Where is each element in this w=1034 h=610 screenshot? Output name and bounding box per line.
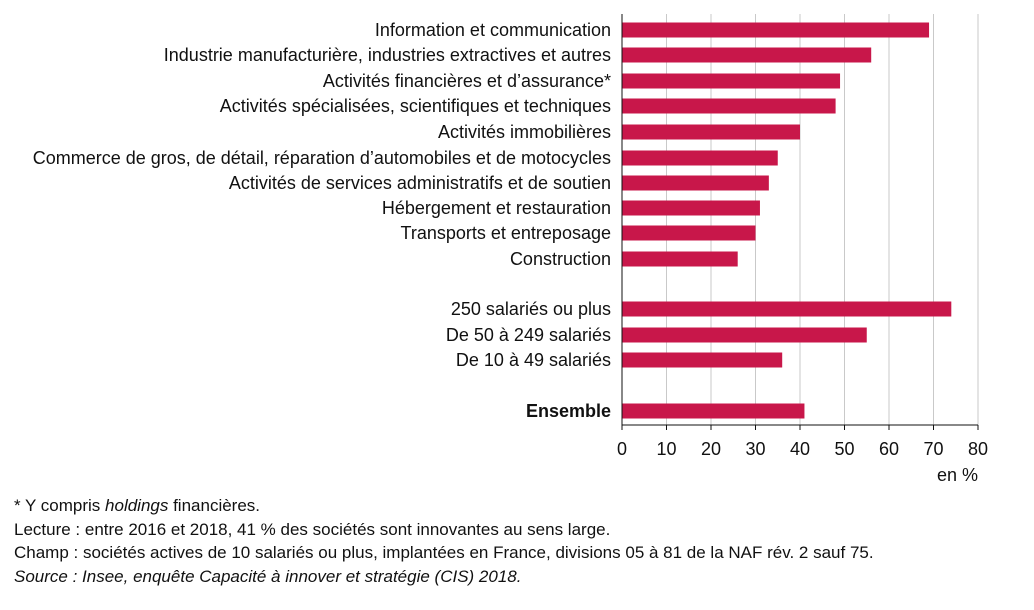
category-label-2: Activités financières et d’assurance*: [323, 71, 611, 91]
bar-12: [622, 352, 783, 368]
category-label-5: Commerce de gros, de détail, réparation …: [33, 148, 611, 168]
x-tick-label-0: 0: [617, 439, 627, 459]
category-label-0: Information et communication: [375, 20, 611, 40]
x-tick-label-40: 40: [790, 439, 810, 459]
x-tick-label-50: 50: [834, 439, 854, 459]
bar-13: [622, 403, 805, 419]
champ-note: Champ : sociétés actives de 10 salariés …: [14, 543, 874, 562]
category-label-8: Transports et entreposage: [401, 223, 611, 243]
x-tick-label-80: 80: [968, 439, 988, 459]
bar-10: [622, 301, 952, 317]
chart-notes: * Y compris holdings financières. Lectur…: [14, 494, 874, 588]
footnote-italic: holdings: [105, 496, 169, 515]
x-tick-label-70: 70: [923, 439, 943, 459]
x-tick-label-30: 30: [745, 439, 765, 459]
x-tick-label-20: 20: [701, 439, 721, 459]
bar-3: [622, 98, 836, 114]
category-label-6: Activités de services administratifs et …: [229, 173, 611, 193]
bar-5: [622, 150, 778, 166]
bar-4: [622, 124, 800, 140]
bar-0: [622, 22, 930, 38]
category-label-11: De 50 à 249 salariés: [446, 325, 611, 345]
source-note: Source : Insee, enquête Capacité à innov…: [14, 566, 522, 586]
bar-8: [622, 225, 756, 241]
category-label-3: Activités spécialisées, scientifiques et…: [220, 96, 611, 116]
bar-chart: 0 10 20 30 40 50 60 70 80 Information et communic…: [33, 14, 988, 485]
x-tick-label-10: 10: [656, 439, 676, 459]
bar-1: [622, 47, 872, 63]
bar-2: [622, 73, 841, 89]
bar-6: [622, 175, 769, 191]
x-tick-label-60: 60: [879, 439, 899, 459]
category-label-10: 250 salariés ou plus: [451, 299, 611, 319]
category-label-12: De 10 à 49 salariés: [456, 350, 611, 370]
x-axis-unit-label: en %: [937, 465, 978, 485]
category-label-4: Activités immobilières: [438, 122, 611, 142]
category-label-9: Construction: [510, 249, 611, 269]
category-label-7: Hébergement et restauration: [382, 198, 611, 218]
bar-9: [622, 251, 738, 267]
bar-11: [622, 327, 867, 343]
bar-7: [622, 200, 760, 216]
lecture-note: Lecture : entre 2016 et 2018, 41 % des s…: [14, 519, 611, 539]
footnote: * Y compris holdings financières.: [14, 496, 261, 515]
category-label-1: Industrie manufacturière, industries ext…: [164, 45, 611, 65]
category-label-13: Ensemble: [526, 401, 611, 421]
